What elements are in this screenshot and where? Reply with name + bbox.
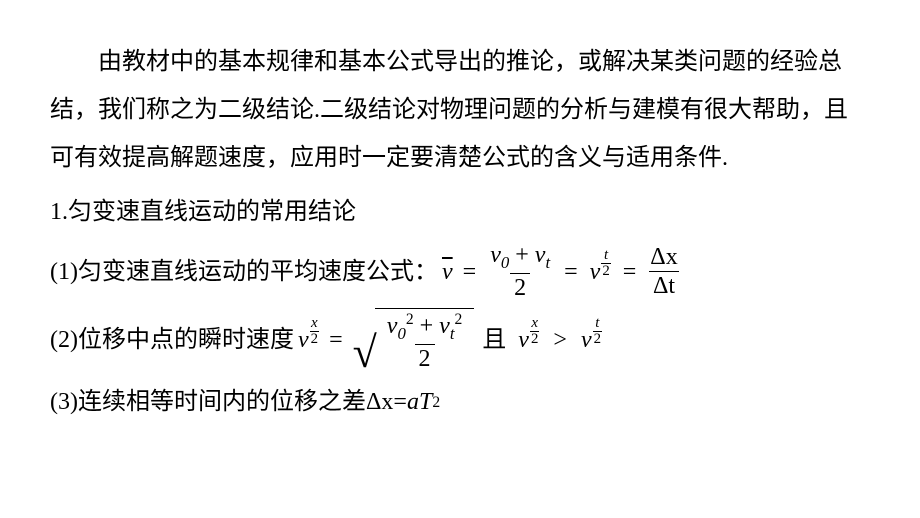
sq-v0-v: v [387, 313, 398, 339]
cmp-a-v: v [518, 316, 529, 364]
plus-1: + [509, 242, 535, 268]
gt-sign: > [553, 316, 567, 364]
equals-1: = [463, 248, 477, 296]
T-squared: 2 [432, 387, 440, 418]
sq-v0-sup: 2 [406, 311, 414, 328]
sq-v0-sub: 0 [397, 323, 405, 342]
item-2-label: (2)位移中点的瞬时速度 [50, 316, 294, 364]
cmp-b-num: t [594, 316, 600, 331]
v0-sub: 0 [501, 253, 509, 272]
v-x-half-v: v [298, 316, 309, 364]
equals-4: = [329, 316, 343, 364]
a-var: a [407, 378, 419, 426]
v-bar: v [442, 248, 453, 296]
frac-v0-vt-over-2: v0 + vt 2 [486, 242, 554, 302]
T-var: T [419, 378, 432, 426]
sqrt-den-2: 2 [415, 344, 435, 372]
sub-t-over-2: t 2 [601, 248, 610, 279]
sqrt-expr: √ v02 + vt2 2 [353, 308, 475, 373]
equals-2: = [564, 248, 578, 296]
sq-vt-sup: 2 [455, 311, 463, 328]
sub-x: x [310, 316, 319, 331]
equals-3: = [623, 248, 637, 296]
vt-v: v [535, 242, 546, 268]
sub-x-over-2: x 2 [310, 316, 319, 347]
v0-v: v [490, 242, 501, 268]
delta-t: Δt [649, 271, 679, 299]
v-t-half: v t 2 [590, 248, 611, 296]
plus-2: + [414, 313, 440, 339]
cmp-b-den: 2 [593, 331, 602, 347]
item-3: (3)连续相等时间内的位移之差Δx = aT2 [50, 378, 870, 426]
cmp-a-num: x [530, 316, 539, 331]
v-x-half-cmp: v x 2 [518, 316, 539, 364]
sub-2-b: 2 [310, 331, 319, 347]
section-1-title: 1.匀变速直线运动的常用结论 [50, 188, 870, 236]
item-3-label: (3)连续相等时间内的位移之差 [50, 378, 366, 426]
cmp-a-den: 2 [530, 331, 539, 347]
item-1: (1)匀变速直线运动的平均速度公式： v = v0 + vt 2 = v t 2… [50, 242, 870, 302]
v-t-half-v: v [590, 248, 601, 296]
sq-vt-v: v [439, 313, 450, 339]
sub-t: t [603, 248, 609, 263]
intro-paragraph: 由教材中的基本规律和基本公式导出的推论，或解决某类问题的经验总结，我们称之为二级… [50, 38, 870, 182]
v-t-half-cmp: v t 2 [581, 316, 602, 364]
item-2: (2)位移中点的瞬时速度 v x 2 = √ v02 + vt2 2 且 v x… [50, 308, 870, 373]
sqrt-sign: √ [353, 333, 377, 373]
den-2-a: 2 [510, 273, 530, 301]
dx-3: Δx [366, 378, 393, 426]
and-text: 且 [482, 316, 506, 364]
v-x-half-lhs: v x 2 [298, 316, 319, 364]
cmp-b-sub: t 2 [593, 316, 602, 347]
sub-2: 2 [601, 263, 610, 279]
vt-sub: t [545, 253, 550, 272]
cmp-a-sub: x 2 [530, 316, 539, 347]
frac-dx-dt: Δx Δt [646, 244, 681, 300]
cmp-b-v: v [581, 316, 592, 364]
eq-5: = [393, 378, 407, 426]
item-1-label: (1)匀变速直线运动的平均速度公式： [50, 248, 438, 296]
sqrt-frac: v02 + vt2 2 [383, 311, 467, 373]
delta-x: Δx [646, 244, 681, 271]
